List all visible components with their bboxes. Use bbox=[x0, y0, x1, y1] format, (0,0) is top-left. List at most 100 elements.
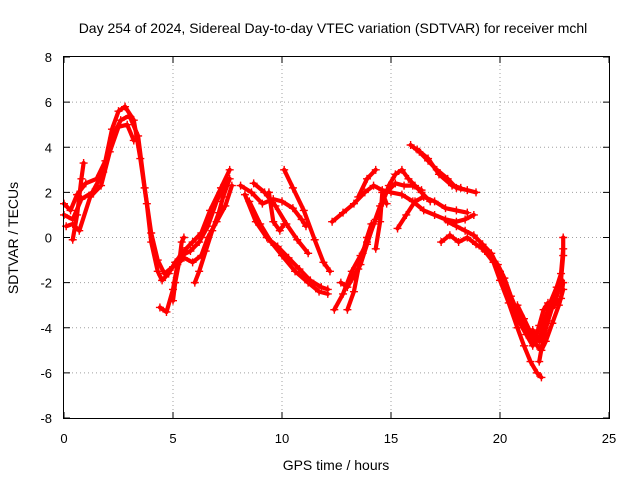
data-point bbox=[528, 341, 537, 350]
series-line bbox=[251, 181, 311, 256]
data-point bbox=[190, 278, 199, 287]
data-point bbox=[478, 240, 487, 249]
data-point bbox=[186, 247, 195, 256]
data-point bbox=[371, 244, 380, 253]
data-point bbox=[496, 276, 504, 285]
data-point bbox=[413, 145, 422, 154]
data-point bbox=[155, 303, 164, 312]
data-point bbox=[114, 122, 123, 131]
data-point bbox=[397, 190, 406, 199]
data-point bbox=[546, 298, 555, 307]
data-point bbox=[81, 179, 90, 188]
series-arc-25 bbox=[480, 247, 546, 382]
data-point bbox=[140, 183, 149, 192]
series-line bbox=[345, 221, 374, 312]
y-tick-label: 0 bbox=[45, 231, 52, 246]
data-point bbox=[469, 210, 478, 219]
series-arc-17 bbox=[343, 219, 376, 314]
series-arc-8 bbox=[236, 181, 310, 231]
data-point bbox=[539, 319, 548, 328]
data-point bbox=[278, 251, 286, 260]
data-point bbox=[441, 204, 450, 213]
y-tick-label: -4 bbox=[40, 321, 52, 336]
data-point bbox=[310, 235, 319, 244]
data-point bbox=[358, 249, 367, 258]
data-point bbox=[452, 206, 461, 215]
data-point bbox=[291, 267, 300, 276]
y-tick-label: 2 bbox=[45, 185, 52, 200]
data-point bbox=[513, 301, 522, 310]
series-arc-4 bbox=[68, 159, 88, 244]
data-point bbox=[153, 267, 162, 276]
data-point bbox=[121, 102, 130, 111]
data-point bbox=[408, 181, 417, 190]
data-point bbox=[369, 181, 378, 190]
data-point bbox=[288, 204, 297, 213]
data-point bbox=[343, 283, 352, 292]
data-point bbox=[404, 174, 413, 183]
data-point bbox=[153, 256, 162, 265]
series-line bbox=[415, 147, 463, 190]
data-point bbox=[214, 208, 223, 217]
data-point bbox=[354, 265, 363, 274]
y-tick-label: -6 bbox=[40, 366, 52, 381]
data-point bbox=[454, 238, 463, 247]
data-point bbox=[299, 206, 308, 215]
data-point bbox=[225, 174, 234, 183]
data-point bbox=[419, 192, 428, 201]
data-point bbox=[363, 174, 372, 183]
data-point bbox=[397, 165, 406, 174]
data-point bbox=[448, 181, 457, 190]
data-point bbox=[304, 278, 313, 287]
x-tick-label: 20 bbox=[493, 431, 507, 446]
data-point bbox=[256, 219, 265, 228]
data-point bbox=[376, 217, 385, 226]
data-point bbox=[212, 197, 221, 206]
data-point bbox=[461, 215, 470, 224]
series-arc-22 bbox=[413, 145, 465, 192]
data-point bbox=[463, 186, 472, 195]
data-point bbox=[134, 131, 143, 140]
series-line bbox=[247, 199, 330, 296]
data-point bbox=[349, 199, 358, 208]
data-point bbox=[406, 140, 415, 149]
data-point bbox=[116, 116, 125, 125]
data-point bbox=[225, 165, 234, 174]
data-point bbox=[245, 197, 254, 206]
data-point bbox=[430, 197, 439, 206]
data-point bbox=[552, 283, 561, 292]
data-point bbox=[528, 326, 537, 335]
data-point bbox=[114, 107, 123, 116]
data-point bbox=[171, 278, 180, 287]
data-point bbox=[367, 219, 376, 228]
data-point bbox=[79, 159, 88, 168]
data-point bbox=[533, 368, 542, 377]
data-point bbox=[280, 165, 289, 174]
data-point bbox=[68, 235, 77, 244]
data-point bbox=[177, 238, 186, 247]
data-point bbox=[469, 231, 478, 240]
data-point bbox=[295, 265, 304, 274]
data-point bbox=[195, 267, 204, 276]
data-point bbox=[393, 224, 402, 233]
data-point bbox=[278, 197, 286, 206]
series-line bbox=[266, 190, 287, 233]
data-point bbox=[519, 314, 528, 323]
x-tick-label: 15 bbox=[384, 431, 398, 446]
data-point bbox=[559, 244, 568, 253]
data-point bbox=[208, 226, 217, 235]
data-point bbox=[195, 238, 204, 247]
data-point bbox=[400, 181, 409, 190]
data-point bbox=[280, 219, 289, 228]
x-tick-label: 5 bbox=[169, 431, 176, 446]
data-point bbox=[463, 208, 472, 217]
series-arc-24 bbox=[443, 217, 537, 350]
data-point bbox=[86, 192, 95, 201]
data-point bbox=[480, 247, 489, 256]
data-point bbox=[363, 233, 372, 242]
data-point bbox=[417, 186, 426, 195]
series-line bbox=[482, 248, 544, 380]
data-point bbox=[504, 298, 513, 307]
data-point bbox=[293, 235, 302, 244]
